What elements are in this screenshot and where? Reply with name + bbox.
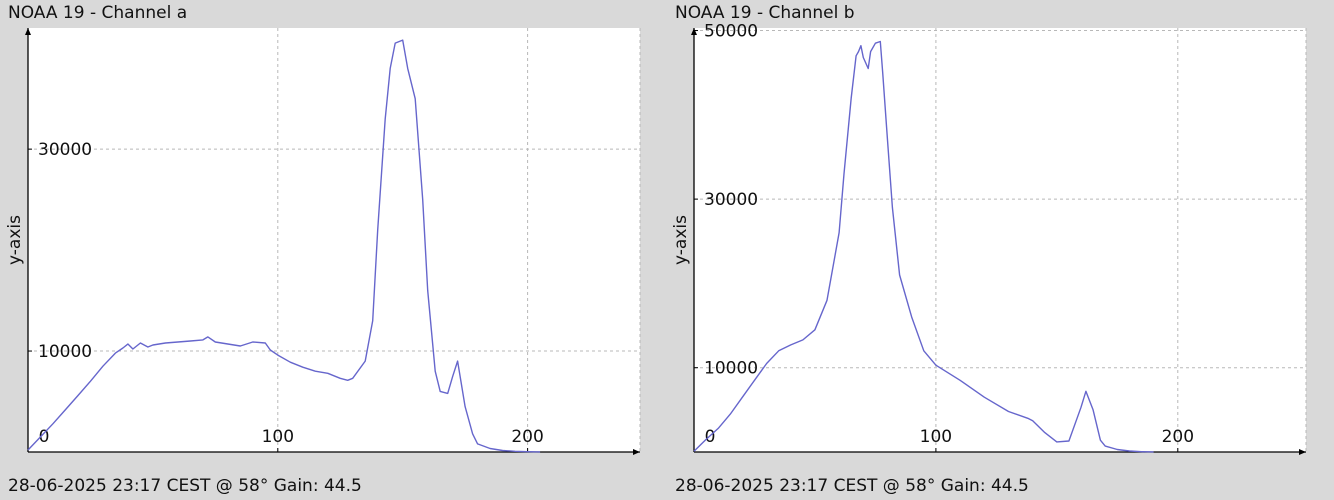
series-line xyxy=(27,39,541,453)
x-axis-arrow xyxy=(1299,449,1306,455)
x-tick-label: 200 xyxy=(511,427,543,447)
x-axis-arrow xyxy=(633,449,640,455)
chart-footer-timestamp: 28-06-2025 23:17 CEST @ 58° Gain: 44.5 xyxy=(8,476,362,496)
y-axis-arrow xyxy=(691,28,697,35)
y-axis-title: y-axis xyxy=(5,215,25,265)
chart-plot: 0 100 200 10000 30000 y-axis xyxy=(5,28,641,455)
x-tick-label: 100 xyxy=(262,427,294,447)
plot-area xyxy=(28,28,640,452)
x-tick-label: 0 xyxy=(39,427,50,447)
chart-footer-timestamp: 28-06-2025 23:17 CEST @ 58° Gain: 44.5 xyxy=(675,476,1029,496)
y-tick-label: 30000 xyxy=(704,190,758,210)
series-line xyxy=(693,40,1154,453)
x-tick-label: 0 xyxy=(705,427,716,447)
y-axis-arrow xyxy=(25,28,31,35)
x-tick-label: 100 xyxy=(920,427,952,447)
chart-panel-channel-b: NOAA 19 - Channel b 0 100 200 10000 30000 500… xyxy=(667,0,1334,500)
y-tick-label: 30000 xyxy=(38,140,92,160)
plot-area xyxy=(694,28,1306,452)
y-tick-label: 10000 xyxy=(704,359,758,379)
chart-title: NOAA 19 - Channel a xyxy=(8,3,188,23)
y-tick-label: 50000 xyxy=(704,22,758,42)
chart-plot: 0 100 200 10000 30000 50000 y-axis xyxy=(671,22,1307,455)
chart-title: NOAA 19 - Channel b xyxy=(675,3,855,23)
chart-panel-channel-a: NOAA 19 - Channel a 0 100 200 10000 30000 y-a… xyxy=(5,3,641,496)
y-tick-label: 10000 xyxy=(38,342,92,362)
y-axis-title: y-axis xyxy=(671,215,691,265)
x-tick-label: 200 xyxy=(1162,427,1194,447)
